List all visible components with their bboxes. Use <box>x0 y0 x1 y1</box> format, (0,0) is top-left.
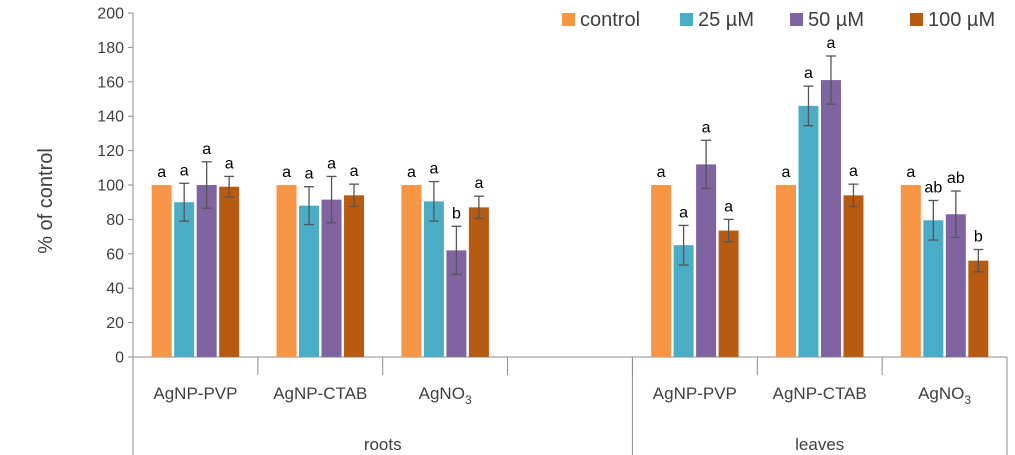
significance-letter: a <box>679 204 688 221</box>
significance-letter: a <box>305 166 314 183</box>
significance-letter: b <box>974 229 983 246</box>
group-label: roots <box>364 435 402 454</box>
significance-letter: a <box>782 164 791 181</box>
bar <box>468 207 489 357</box>
bar <box>276 185 297 357</box>
significance-letter: a <box>657 164 666 181</box>
bar <box>775 185 796 357</box>
category-label: AgNP-CTAB <box>773 384 867 403</box>
bar <box>673 245 694 357</box>
significance-letter: a <box>327 155 336 172</box>
bar <box>696 164 717 357</box>
category-label: AgNP-PVP <box>153 384 237 403</box>
category-label-subscript: 3 <box>964 393 971 407</box>
significance-letter: a <box>474 175 483 192</box>
legend-entry: control <box>580 9 640 31</box>
significance-letter: a <box>724 198 733 215</box>
legend-entry: 100 µM <box>928 9 995 31</box>
significance-letter: a <box>180 162 189 179</box>
y-tick-label: 140 <box>97 109 124 126</box>
significance-letter: a <box>702 119 711 136</box>
y-tick-label: 40 <box>106 281 124 298</box>
y-tick-label: 180 <box>97 40 124 57</box>
bar <box>968 260 989 357</box>
legend-entry: 25 µM <box>698 9 754 31</box>
legend-swatch <box>790 13 803 26</box>
bar <box>820 80 841 357</box>
bar <box>446 250 467 357</box>
y-tick-label: 160 <box>97 74 124 91</box>
legend-entry: 50 µM <box>808 9 864 31</box>
bar <box>174 202 195 357</box>
significance-letter: a <box>407 164 416 181</box>
axes: 0 20 40 60 80 100 120 140 160 180 200 <box>97 6 1008 455</box>
significance-letter: a <box>157 164 166 181</box>
group-label: leaves <box>795 435 844 454</box>
legend-swatch <box>562 13 575 26</box>
significance-letter: a <box>225 155 234 172</box>
bar <box>651 185 672 357</box>
legend-swatch <box>910 13 923 26</box>
significance-letter: a <box>282 164 291 181</box>
category-label: AgNP-PVP <box>653 384 737 403</box>
bar <box>196 185 217 357</box>
y-tick-label: 100 <box>97 178 124 195</box>
legend-swatch <box>680 13 693 26</box>
bar <box>321 199 342 357</box>
significance-letter: a <box>804 65 813 82</box>
bar <box>923 220 944 357</box>
category-label-subscript: 3 <box>465 393 472 407</box>
significance-letter: a <box>827 35 836 52</box>
category-label: AgNO3 <box>419 384 472 407</box>
y-tick-label: 120 <box>97 143 124 160</box>
category-label: AgNO3 <box>918 384 971 407</box>
bar <box>945 214 966 357</box>
y-axis-label: % of control <box>35 148 57 254</box>
significance-letter: b <box>452 205 461 222</box>
bar <box>401 185 422 357</box>
significance-letter: ab <box>947 170 965 187</box>
y-tick-label: 200 <box>97 6 124 23</box>
bar <box>299 205 320 357</box>
significance-letter: a <box>849 163 858 180</box>
significance-letter: ab <box>924 179 942 196</box>
bar <box>718 230 739 357</box>
legend: control 25 µM 50 µM 100 µM <box>562 9 995 31</box>
significance-letter: a <box>906 164 915 181</box>
bar <box>423 201 444 357</box>
y-tick-label: 20 <box>106 315 124 332</box>
bar <box>151 185 172 357</box>
category-label: AgNP-CTAB <box>273 384 367 403</box>
bar <box>798 105 819 357</box>
y-tick-label: 0 <box>115 350 124 367</box>
y-tick-label: 60 <box>106 246 124 263</box>
bar <box>900 185 921 357</box>
significance-letter: a <box>429 161 438 178</box>
bar <box>219 186 240 357</box>
category-labels: roots leaves AgNP-PVP AgNP-CTAB AgNO3 AgNP-PV… <box>153 384 971 454</box>
significance-letter: a <box>350 163 359 180</box>
y-tick-label: 80 <box>106 212 124 229</box>
bar <box>843 195 864 357</box>
bar <box>344 195 365 357</box>
significance-letter: a <box>202 141 211 158</box>
